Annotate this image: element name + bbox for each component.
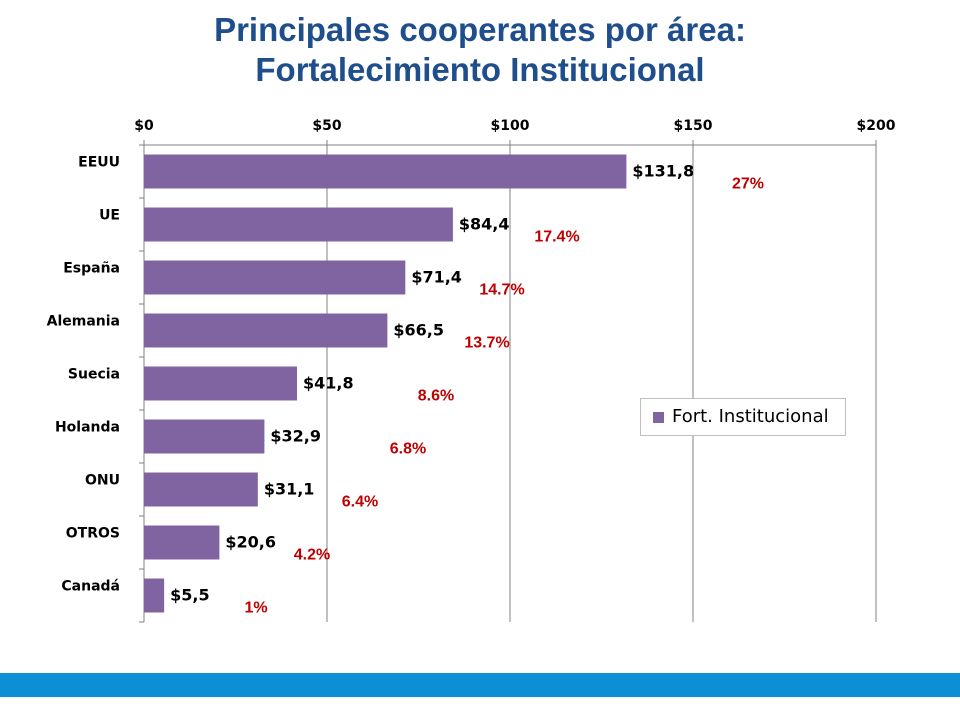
bar-2 [144, 260, 406, 295]
bar-4 [144, 366, 297, 401]
chart-title: Principales cooperantes por área: Fortal… [0, 10, 960, 90]
value-label-3: $66,5 [393, 321, 444, 340]
category-label-3: Alemania [47, 314, 120, 330]
value-label-0: $131,8 [632, 162, 694, 181]
percent-label-2: 14.7% [479, 282, 524, 299]
value-label-5: $32,9 [270, 427, 321, 446]
category-label-7: OTROS [66, 526, 120, 542]
bar-7 [144, 525, 220, 560]
x-tick-label-0: $0 [134, 118, 154, 134]
value-label-1: $84,4 [459, 215, 510, 234]
category-label-5: Holanda [55, 420, 120, 436]
percent-label-4: 8.6% [418, 388, 454, 405]
chart-title-line-2: Fortalecimiento Institucional [255, 51, 705, 88]
bar-3 [144, 313, 388, 348]
category-label-1: UE [99, 208, 120, 224]
category-label-8: Canadá [61, 579, 120, 595]
bar-8 [144, 578, 165, 613]
footer-bar [0, 673, 960, 697]
legend-label: Fort. Institucional [672, 406, 829, 427]
value-label-4: $41,8 [303, 374, 354, 393]
value-label-6: $31,1 [264, 480, 315, 499]
x-tick-label-2: $100 [491, 118, 530, 134]
percent-label-1: 17.4% [534, 229, 579, 246]
percent-label-5: 6.8% [390, 441, 426, 458]
category-label-2: España [63, 261, 120, 277]
bar-0 [144, 154, 627, 189]
bar-1 [144, 207, 453, 242]
bar-5 [144, 419, 265, 454]
value-label-2: $71,4 [411, 268, 462, 287]
percent-label-0: 27% [732, 176, 764, 193]
x-tick-label-1: $50 [312, 118, 341, 134]
category-label-0: EEUU [78, 155, 120, 171]
legend-swatch [653, 412, 664, 423]
value-label-8: $5,5 [170, 586, 209, 605]
category-label-4: Suecia [68, 367, 120, 383]
chart-legend: Fort. Institucional [640, 398, 846, 436]
value-label-7: $20,6 [225, 533, 276, 552]
percent-label-6: 6.4% [342, 494, 378, 511]
x-tick-label-3: $150 [674, 118, 713, 134]
x-tick-label-4: $200 [857, 118, 896, 134]
percent-label-3: 13.7% [464, 335, 509, 352]
chart-title-line-1: Principales cooperantes por área: [214, 11, 746, 48]
percent-label-7: 4.2% [294, 547, 330, 564]
bar-6 [144, 472, 258, 507]
category-label-6: ONU [85, 473, 120, 489]
percent-label-8: 1% [244, 600, 267, 617]
